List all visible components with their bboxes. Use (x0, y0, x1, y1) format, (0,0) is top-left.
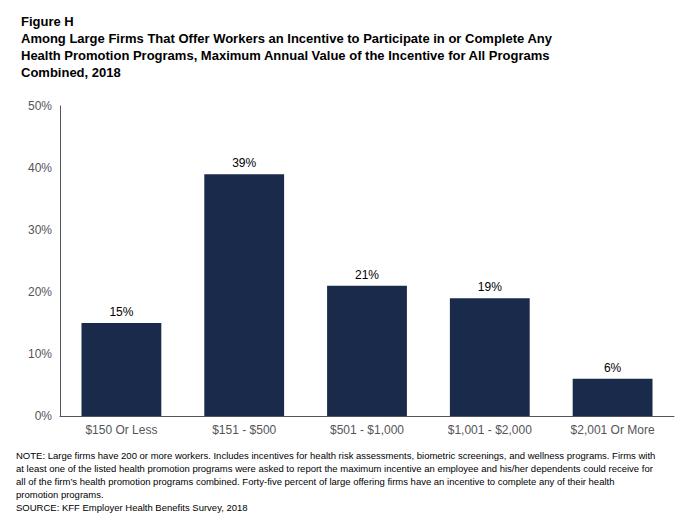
svg-text:50%: 50% (28, 99, 52, 113)
svg-text:NOTE: Large firms have 200 or: NOTE: Large firms have 200 or more worke… (16, 450, 655, 461)
svg-text:$501 - $1,000: $501 - $1,000 (330, 423, 404, 437)
svg-text:Health Promotion Programs, Max: Health Promotion Programs, Maximum Annua… (21, 48, 550, 63)
svg-text:$1,001 - $2,000: $1,001 - $2,000 (448, 423, 532, 437)
svg-text:Combined, 2018: Combined, 2018 (21, 65, 121, 80)
svg-text:promotion programs.: promotion programs. (16, 489, 104, 500)
svg-text:10%: 10% (28, 347, 52, 361)
svg-text:6%: 6% (604, 361, 622, 375)
svg-text:19%: 19% (478, 280, 502, 294)
svg-text:Figure H: Figure H (21, 14, 74, 29)
svg-text:39%: 39% (232, 156, 256, 170)
svg-text:20%: 20% (28, 285, 52, 299)
svg-text:21%: 21% (355, 268, 379, 282)
svg-text:Among Large Firms That Offer W: Among Large Firms That Offer Workers an … (21, 31, 553, 46)
svg-text:$151 - $500: $151 - $500 (212, 423, 276, 437)
svg-text:15%: 15% (109, 305, 133, 319)
svg-text:0%: 0% (35, 409, 53, 423)
svg-text:40%: 40% (28, 161, 52, 175)
svg-text:at least one of the listed hea: at least one of the listed health promot… (16, 463, 653, 474)
svg-text:30%: 30% (28, 223, 52, 237)
svg-text:$2,001 Or More: $2,001 Or More (571, 423, 655, 437)
svg-text:$150 Or Less: $150 Or Less (85, 423, 157, 437)
svg-text:SOURCE: KFF Employer Health Be: SOURCE: KFF Employer Health Benefits Sur… (16, 502, 248, 513)
svg-text:all of the firm’s health promo: all of the firm’s health promotion progr… (16, 476, 614, 487)
